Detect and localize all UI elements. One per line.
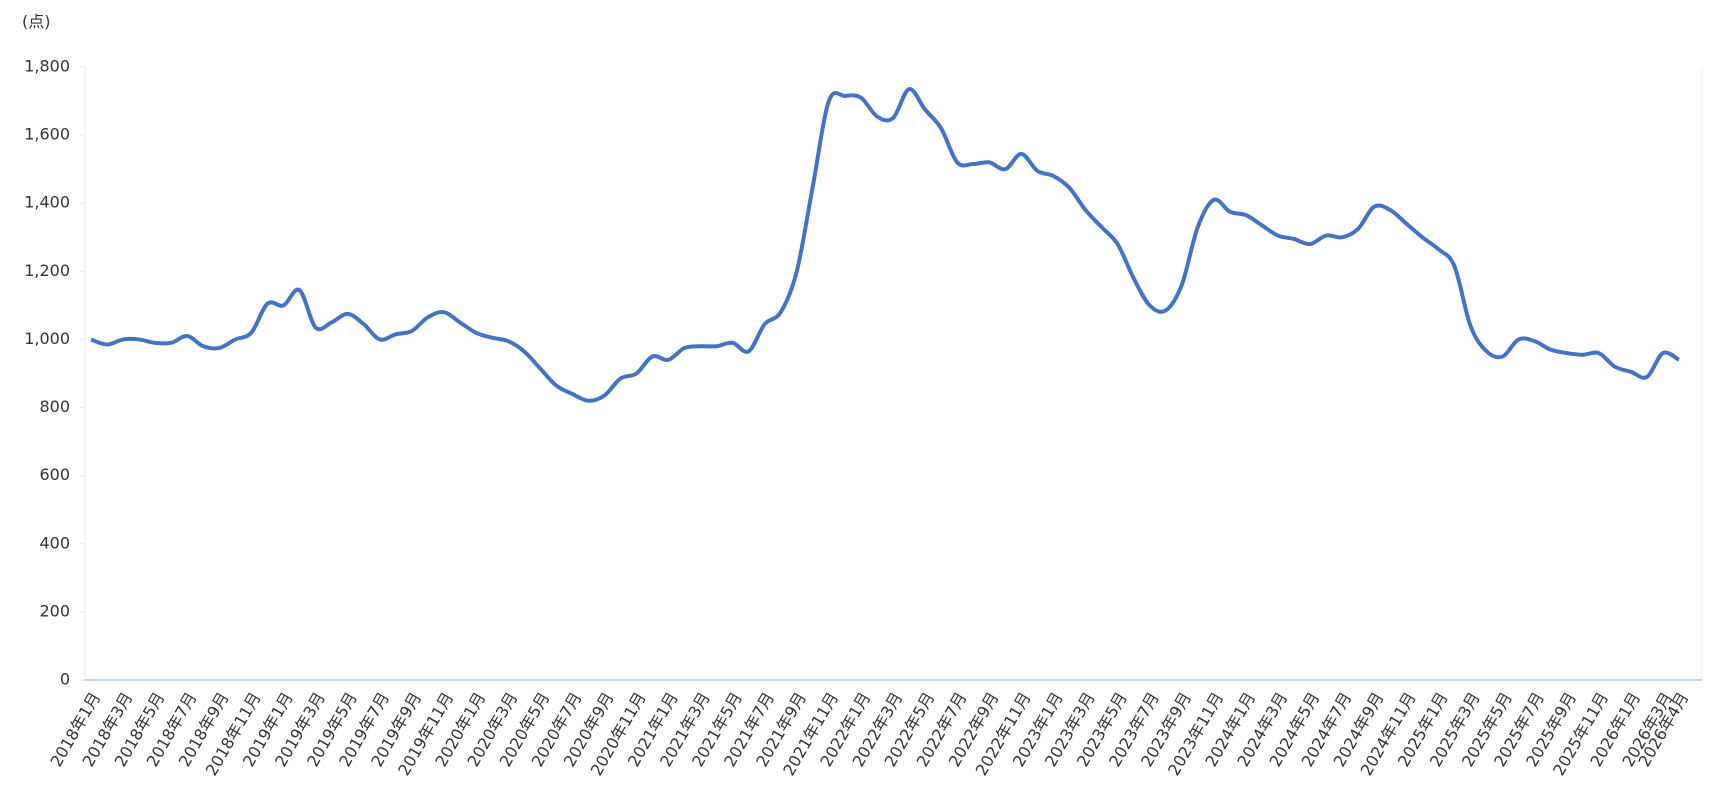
y-tick-label: 600 bbox=[39, 465, 70, 484]
y-tick-label: 1,400 bbox=[24, 193, 70, 212]
y-tick-label: 1,600 bbox=[24, 125, 70, 144]
y-tick-label: 800 bbox=[39, 397, 70, 416]
line bbox=[90, 87, 1681, 403]
y-tick-label: 1,200 bbox=[24, 261, 70, 280]
y-axis-label: (点) bbox=[22, 12, 51, 31]
y-tick-label: 1,000 bbox=[24, 329, 70, 348]
y-tick-label: 1,800 bbox=[24, 57, 70, 76]
y-tick-label: 400 bbox=[39, 533, 70, 552]
y-tick-label: 0 bbox=[60, 670, 70, 689]
y-tick-label: 200 bbox=[39, 601, 70, 620]
